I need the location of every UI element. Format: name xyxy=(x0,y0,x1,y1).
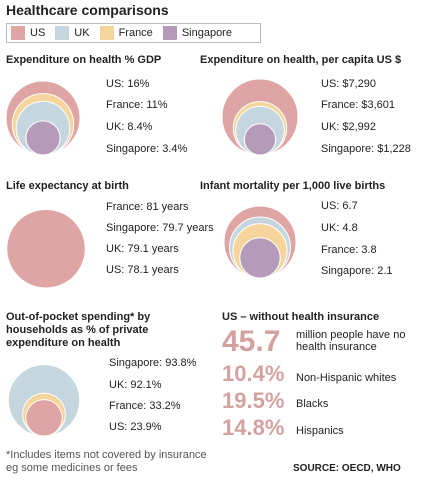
infant-label-singapore: Singapore: 2.1 xyxy=(321,265,393,277)
uninsured-headline-text: million people have no health insurance xyxy=(296,329,406,353)
life-label-uk: UK: 79.1 years xyxy=(106,243,179,255)
life-panel-title: Life expectancy at birth xyxy=(6,180,129,192)
percapita-label-france: France: $3,601 xyxy=(321,99,395,111)
uninsured-panel-title: US – without health insurance xyxy=(222,311,380,323)
bubble-us xyxy=(25,399,63,437)
oop-label-france: France: 33.2% xyxy=(109,400,181,412)
legend-label-singapore: Singapore xyxy=(181,27,232,39)
legend-label-uk: UK xyxy=(74,27,90,39)
infant-label-us: US: 6.7 xyxy=(321,200,358,212)
percapita-panel-title: Expenditure on health, per capita US $ xyxy=(200,54,402,66)
gdp-label-france: France: 11% xyxy=(106,99,168,111)
uninsured-row-blacks-label: Blacks xyxy=(296,398,329,410)
infant-panel-title: Infant mortality per 1,000 live births xyxy=(200,180,386,192)
life-label-us: US: 78.1 years xyxy=(106,264,179,276)
page-title: Healthcare comparisons xyxy=(6,2,169,18)
oop-panel-title: Out-of-pocket spending* by households as… xyxy=(6,311,151,349)
oop-label-us: US: 23.9% xyxy=(109,421,162,433)
legend-item-uk: UK xyxy=(55,26,90,40)
gdp-panel-title: Expenditure on health % GDP xyxy=(6,54,162,66)
legend-label-us: US xyxy=(30,27,46,39)
percapita-label-us: US: $7,290 xyxy=(321,78,377,90)
bubble-singapore xyxy=(25,120,61,156)
uninsured-row-blacks-value: 19.5% xyxy=(222,388,285,413)
legend-item-singapore: Singapore xyxy=(162,26,232,40)
gdp-label-us: US: 16% xyxy=(106,78,150,90)
life-label-singapore: Singapore: 79.7 years xyxy=(106,222,214,234)
legend-label-france: France xyxy=(118,27,153,39)
source-note: SOURCE: OECD, WHO xyxy=(293,463,401,474)
gdp-label-singapore: Singapore: 3.4% xyxy=(106,143,188,155)
bubble-singapore xyxy=(243,123,277,156)
legend-item-france: France xyxy=(99,26,153,40)
legend-swatch-france xyxy=(99,26,114,40)
infant-label-uk: UK: 4.8 xyxy=(321,222,358,234)
life-label-france: France: 81 years xyxy=(106,201,189,213)
legend: US UK France Singapore xyxy=(6,23,261,43)
uninsured-row-hispanics-label: Hispanics xyxy=(296,425,344,437)
legend-swatch-us xyxy=(11,26,25,40)
footnote: *Includes items not covered by insurance… xyxy=(6,449,207,474)
uninsured-row-whites-label: Non-Hispanic whites xyxy=(296,372,397,384)
legend-swatch-singapore xyxy=(162,26,177,40)
percapita-label-uk: UK: $2,992 xyxy=(321,121,377,133)
gdp-label-uk: UK: 8.4% xyxy=(106,121,153,133)
percapita-label-singapore: Singapore: $1,228 xyxy=(321,143,411,155)
uninsured-row-whites-value: 10.4% xyxy=(222,361,285,386)
legend-item-us: US xyxy=(11,26,45,40)
infant-label-france: France: 3.8 xyxy=(321,244,377,256)
oop-label-uk: UK: 92.1% xyxy=(109,379,162,391)
oop-label-singapore: Singapore: 93.8% xyxy=(109,357,197,369)
bubble-us xyxy=(6,208,86,289)
legend-swatch-uk xyxy=(55,26,70,40)
uninsured-row-hispanics-value: 14.8% xyxy=(222,415,285,440)
bubble-singapore xyxy=(239,237,281,279)
uninsured-headline-value: 45.7 xyxy=(222,325,281,358)
